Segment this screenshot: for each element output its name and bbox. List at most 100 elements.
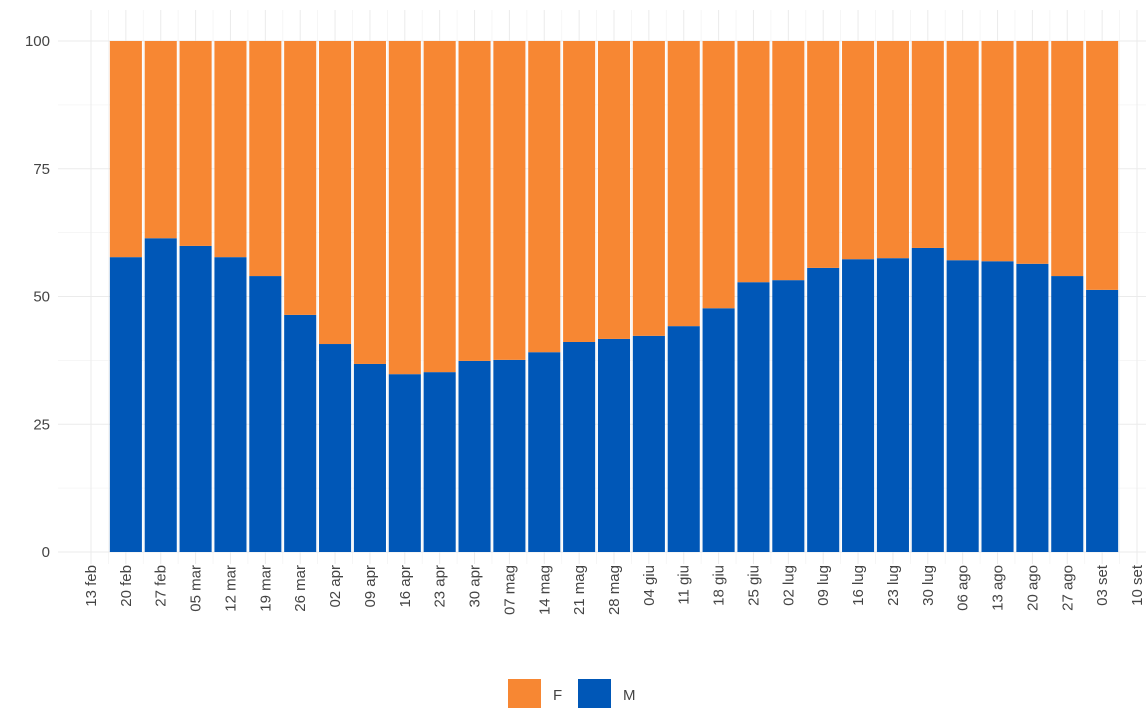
bar-segment	[981, 41, 1014, 262]
y-tick-label: 100	[25, 33, 50, 50]
x-tick-label: 21 mag	[571, 565, 588, 615]
bar-segment	[563, 341, 596, 552]
x-tick-label: 19 mar	[257, 565, 274, 612]
bar-segment	[179, 245, 212, 552]
bar-segment	[1051, 41, 1084, 277]
bar-segment	[946, 41, 979, 261]
bar-segment	[528, 41, 561, 353]
x-tick-label: 25 giu	[745, 565, 762, 606]
bar-segment	[911, 41, 944, 248]
bar-segment	[353, 363, 386, 552]
x-tick-label: 07 mag	[501, 565, 518, 615]
bar-segment	[702, 41, 735, 309]
bar-segment	[179, 41, 212, 246]
bar-segment	[214, 41, 247, 258]
bar-segment	[249, 41, 282, 277]
bar-segment	[842, 41, 875, 260]
bar-segment	[632, 335, 665, 552]
bar-segment	[981, 261, 1014, 552]
bar-segment	[876, 41, 909, 259]
x-tick-label: 12 mar	[222, 565, 239, 612]
bar-segment	[772, 280, 805, 552]
bar-segment	[807, 267, 840, 552]
bar-segment	[353, 41, 386, 364]
bar-segment	[876, 258, 909, 552]
legend-label: F	[553, 687, 562, 704]
bar-segment	[388, 41, 421, 375]
x-tick-label: 14 mag	[536, 565, 553, 615]
x-tick-label: 05 mar	[188, 565, 205, 612]
legend-swatch	[508, 679, 541, 708]
bar-segment	[319, 344, 352, 552]
bar-segment	[458, 360, 491, 552]
bar-segment	[493, 359, 526, 552]
bar-segment	[702, 308, 735, 552]
y-tick-label: 25	[33, 416, 50, 433]
x-tick-label: 20 feb	[118, 565, 135, 607]
bar-segment	[667, 41, 700, 327]
x-tick-label: 13 ago	[990, 565, 1007, 611]
bar-segment	[632, 41, 665, 336]
bar-segment	[1016, 263, 1049, 552]
bar-segment	[946, 260, 979, 552]
bar-segment	[109, 41, 142, 258]
bar-segment	[249, 276, 282, 552]
x-tick-label: 18 giu	[711, 565, 728, 606]
bar-segment	[1051, 276, 1084, 552]
bar-segment	[597, 338, 631, 552]
x-tick-label: 23 lug	[885, 565, 902, 606]
bar-segment	[807, 41, 840, 268]
x-tick-label: 11 giu	[676, 565, 693, 605]
x-tick-label: 16 lug	[850, 565, 867, 606]
x-tick-label: 04 giu	[641, 565, 658, 606]
y-tick-label: 75	[33, 161, 50, 178]
bar-segment	[423, 372, 456, 552]
x-tick-label: 02 apr	[327, 565, 344, 608]
bar-segment	[1016, 41, 1049, 264]
x-tick-label: 30 lug	[920, 565, 937, 606]
bar-segment	[388, 374, 421, 552]
x-tick-label: 20 ago	[1024, 565, 1041, 611]
x-tick-label: 16 apr	[397, 565, 414, 608]
x-tick-label: 27 feb	[153, 565, 170, 607]
bar-segment	[563, 41, 596, 342]
bar-segment	[737, 282, 770, 552]
bar-segment	[842, 259, 875, 552]
x-tick-label: 06 ago	[955, 565, 972, 611]
bar-segment	[319, 41, 352, 345]
x-tick-label: 30 apr	[467, 565, 484, 608]
bar-segment	[284, 314, 317, 552]
bar-segment	[1086, 41, 1119, 290]
x-tick-label: 10 set	[1129, 564, 1146, 606]
bar-segment	[1086, 289, 1119, 552]
x-tick-label: 13 feb	[83, 565, 100, 607]
bar-segment	[284, 41, 317, 315]
legend-label: M	[623, 687, 636, 704]
bar-segment	[911, 247, 944, 552]
bar-segment	[597, 41, 631, 339]
bar-segment	[109, 257, 142, 552]
y-tick-label: 0	[42, 544, 50, 561]
bar-segment	[667, 326, 700, 552]
x-tick-label: 03 set	[1094, 564, 1111, 606]
x-tick-label: 26 mar	[292, 565, 309, 612]
bar-segment	[144, 238, 177, 552]
legend-swatch	[578, 679, 611, 708]
bar-segment	[458, 41, 491, 361]
x-tick-label: 09 apr	[362, 565, 379, 608]
x-tick-label: 02 lug	[780, 565, 797, 606]
x-tick-label: 28 mag	[606, 565, 623, 615]
x-tick-label: 09 lug	[815, 565, 832, 606]
bar-segment	[423, 41, 456, 373]
x-tick-label: 27 ago	[1059, 565, 1076, 611]
bar-segment	[493, 41, 526, 360]
bar-segment	[772, 41, 805, 281]
y-tick-label: 50	[33, 289, 50, 306]
bar-segment	[214, 257, 247, 552]
bar-segment	[737, 41, 770, 283]
bar-segment	[144, 41, 177, 239]
bar-segment	[528, 352, 561, 552]
x-tick-label: 23 apr	[432, 565, 449, 608]
